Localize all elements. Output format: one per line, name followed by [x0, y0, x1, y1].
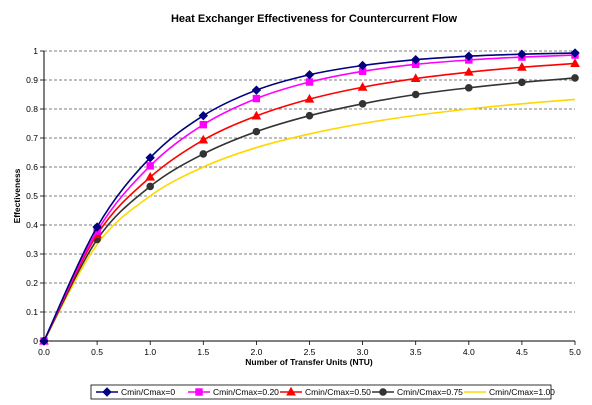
legend-marker	[379, 388, 387, 396]
data-point	[199, 120, 208, 129]
data-point	[518, 78, 526, 87]
data-point	[304, 93, 315, 103]
data-point	[145, 153, 155, 163]
y-tick-label: 0.3	[26, 249, 38, 259]
y-tick-label: 0.8	[26, 104, 38, 114]
y-tick-label: 0.4	[26, 220, 38, 230]
x-tick-label: 1.5	[197, 347, 209, 357]
y-tick-label: 0.2	[26, 278, 38, 288]
data-point	[358, 99, 367, 108]
series-line	[43, 98, 576, 342]
x-tick-label: 3.5	[410, 347, 422, 357]
data-point	[570, 58, 580, 67]
legend-item: Cmin/Cmax=0	[96, 387, 175, 397]
y-tick-label: 0.6	[26, 162, 38, 172]
data-point	[198, 110, 209, 121]
x-axis-label: Number of Transfer Units (NTU)	[245, 357, 373, 367]
legend-label: Cmin/Cmax=0.20	[213, 387, 279, 397]
series-line	[43, 54, 576, 342]
x-tick-label: 1.0	[144, 347, 156, 357]
x-tick-label: 5.0	[569, 347, 581, 357]
x-tick-label: 4.0	[463, 347, 475, 357]
series-5	[43, 98, 576, 342]
y-axis-label: Effectiveness	[12, 168, 22, 223]
x-tick-label: 3.0	[357, 347, 369, 357]
legend-marker	[102, 387, 112, 397]
legend-label: Cmin/Cmax=0.75	[397, 387, 463, 397]
data-point	[305, 78, 314, 86]
data-point	[357, 60, 368, 71]
legend-item: Cmin/Cmax=0.75	[372, 387, 463, 397]
y-tick-label: 0.7	[26, 133, 38, 143]
data-point	[252, 94, 261, 103]
data-point	[146, 162, 154, 170]
data-point	[517, 49, 527, 59]
data-point	[570, 48, 580, 58]
data-point	[251, 110, 262, 120]
y-tick-label: 0.1	[26, 307, 38, 317]
data-point	[411, 90, 420, 99]
x-tick-label: 0.5	[91, 347, 103, 357]
data-point	[357, 82, 368, 91]
data-point	[145, 171, 156, 181]
plot-area: 0 0.1 0.2 0.3 0.4 0.5 0.6 0.7 0.8 0.9 1 0.0 0.5 1.0 1.…	[26, 46, 581, 357]
data-point	[92, 222, 102, 232]
y-tick-label: 0.5	[26, 191, 38, 201]
series-line	[43, 52, 576, 342]
data-point	[410, 73, 421, 83]
y-tick-label: 0.9	[26, 75, 38, 85]
x-tick-label: 0.0	[38, 347, 50, 357]
data-point	[199, 150, 208, 158]
x-tick-label: 4.5	[516, 347, 528, 357]
data-point	[410, 54, 421, 65]
legend-marker	[195, 388, 203, 396]
y-tick-label: 1	[33, 46, 38, 56]
data-point	[304, 70, 315, 80]
data-point	[463, 66, 474, 76]
series-1	[39, 48, 580, 346]
legend-item: Cmin/Cmax=0.20	[188, 387, 279, 397]
data-point	[465, 84, 473, 92]
chart-title: Heat Exchanger Effectiveness for Counter…	[171, 13, 458, 25]
series-line	[43, 77, 576, 342]
legend-marker	[286, 386, 296, 396]
data-point	[146, 182, 154, 191]
legend-label: Cmin/Cmax=0	[121, 387, 175, 397]
data-point	[305, 111, 314, 120]
data-point	[251, 85, 262, 95]
data-point	[198, 134, 209, 144]
legend: Cmin/Cmax=0 Cmin/Cmax=0.20 Cmin/Cmax=0.50 C…	[90, 384, 555, 400]
data-point	[517, 62, 527, 71]
y-tick-label: 0	[33, 336, 38, 346]
series-line	[43, 62, 576, 342]
x-tick-label: 2.5	[304, 347, 316, 357]
legend-label: Cmin/Cmax=0.50	[305, 387, 371, 397]
data-point	[464, 51, 474, 61]
data-point	[571, 74, 579, 82]
data-point	[252, 127, 261, 136]
x-tick-label: 2.0	[250, 347, 262, 357]
legend-item: Cmin/Cmax=0.50	[280, 386, 371, 397]
legend-item: Cmin/Cmax=1.00	[464, 387, 555, 397]
legend-box	[90, 384, 552, 400]
data-point	[39, 336, 49, 346]
legend-label: Cmin/Cmax=1.00	[489, 387, 555, 397]
